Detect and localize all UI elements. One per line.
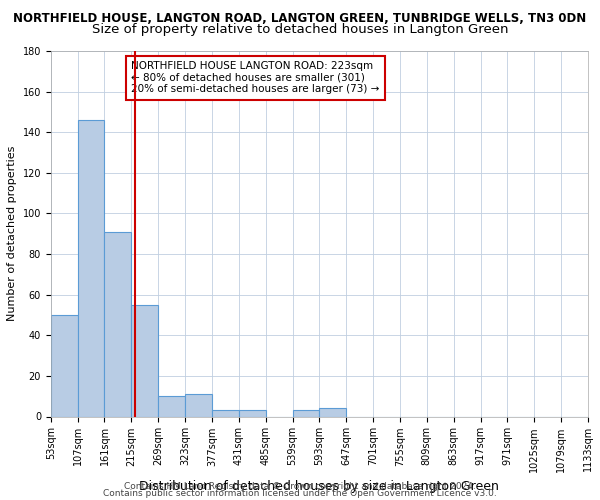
Bar <box>131 305 158 416</box>
Text: NORTHFIELD HOUSE, LANGTON ROAD, LANGTON GREEN, TUNBRIDGE WELLS, TN3 0DN: NORTHFIELD HOUSE, LANGTON ROAD, LANGTON … <box>13 12 587 26</box>
Text: NORTHFIELD HOUSE LANGTON ROAD: 223sqm
← 80% of detached houses are smaller (301): NORTHFIELD HOUSE LANGTON ROAD: 223sqm ← … <box>131 61 380 94</box>
Bar <box>104 232 131 416</box>
Bar <box>239 410 266 416</box>
Bar <box>51 315 77 416</box>
Y-axis label: Number of detached properties: Number of detached properties <box>7 146 17 322</box>
X-axis label: Distribution of detached houses by size in Langton Green: Distribution of detached houses by size … <box>139 480 499 493</box>
Bar <box>158 396 185 416</box>
Bar <box>185 394 212 416</box>
Text: Size of property relative to detached houses in Langton Green: Size of property relative to detached ho… <box>92 22 508 36</box>
Bar <box>212 410 239 416</box>
Text: Contains public sector information licensed under the Open Government Licence v3: Contains public sector information licen… <box>103 489 497 498</box>
Bar <box>319 408 346 416</box>
Bar <box>77 120 104 416</box>
Text: Contains HM Land Registry data © Crown copyright and database right 2024.: Contains HM Land Registry data © Crown c… <box>124 482 476 491</box>
Bar <box>293 410 319 416</box>
